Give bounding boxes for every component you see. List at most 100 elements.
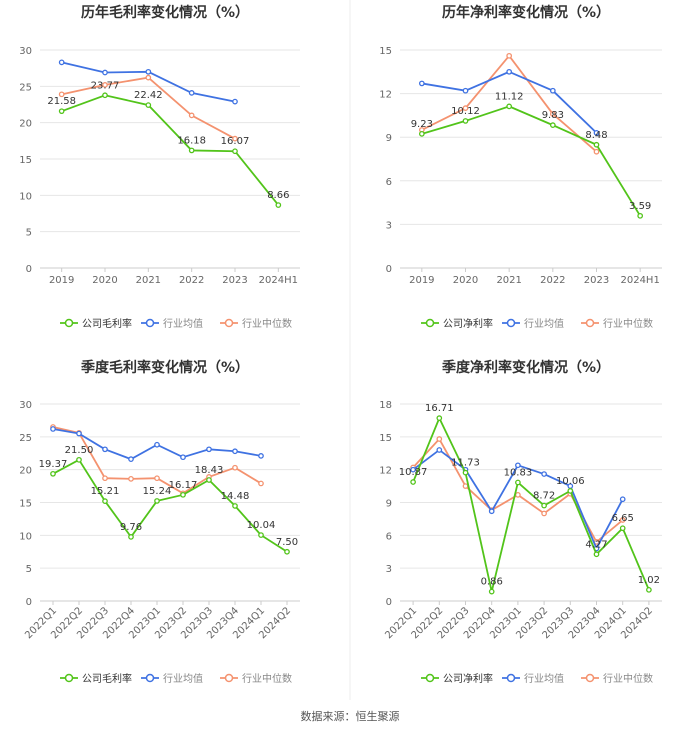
y-tick-label: 6: [386, 177, 392, 188]
data-point: [188, 112, 195, 119]
series-line-company: [61, 94, 280, 206]
y-tick-label: 25: [19, 82, 32, 93]
y-tick-label: 6: [386, 531, 392, 542]
legend-swatch-marker: [145, 318, 155, 328]
data-label: 6.65: [612, 513, 634, 524]
data-label: 0.86: [481, 577, 503, 588]
y-tick-label: 12: [379, 90, 392, 101]
y-tick-label: 18: [379, 400, 392, 411]
data-point: [102, 475, 108, 482]
data-point: [593, 129, 600, 136]
data-point: [232, 135, 238, 142]
data-point: [549, 122, 556, 128]
data-point: [58, 108, 65, 115]
y-tick-label: 5: [26, 228, 32, 239]
data-point: [232, 464, 238, 471]
x-tick-label: 2024H1: [620, 275, 659, 286]
data-point: [515, 491, 521, 498]
data-point: [188, 147, 195, 154]
legend-swatch-marker: [585, 673, 595, 683]
x-tick-label: 2019: [49, 275, 74, 286]
data-point: [102, 92, 108, 99]
data-label: 9.83: [542, 110, 564, 121]
legend-label: 行业中位数: [603, 317, 653, 330]
data-point: [462, 87, 469, 94]
x-tick-label: 2023: [222, 275, 247, 286]
data-point: [58, 59, 65, 66]
y-tick-label: 3: [386, 564, 392, 575]
data-point: [284, 548, 290, 555]
data-label: 15.24: [143, 486, 172, 497]
x-tick-label: 2022: [540, 275, 565, 286]
data-point: [154, 498, 160, 504]
data-point: [541, 471, 547, 477]
legend-label: 行业中位数: [242, 317, 292, 330]
data-label: 18.43: [195, 465, 224, 476]
data-label: 11.73: [451, 458, 480, 469]
data-point: [102, 69, 108, 76]
data-point: [180, 491, 186, 498]
legend-swatch-marker: [506, 673, 516, 683]
data-point: [593, 141, 600, 148]
y-tick-label: 25: [19, 433, 32, 444]
data-point: [436, 436, 443, 442]
data-label: 16.07: [221, 136, 250, 147]
data-point: [76, 456, 82, 463]
data-point: [188, 90, 195, 96]
legend-swatch-marker: [585, 318, 595, 328]
data-label: 22.42: [134, 90, 163, 101]
y-tick-label: 3: [386, 220, 392, 231]
y-tick-label: 15: [19, 155, 32, 166]
data-point: [76, 430, 82, 437]
data-point: [515, 479, 521, 486]
y-tick-label: 9: [386, 133, 392, 144]
data-point: [145, 102, 152, 108]
x-tick-label: 2020: [453, 275, 478, 286]
data-label: 16.71: [425, 403, 454, 414]
data-point: [488, 588, 495, 595]
x-tick-label: 2021: [496, 275, 521, 286]
legend-swatch-marker: [224, 673, 234, 683]
data-point: [506, 103, 513, 110]
data-point: [593, 551, 600, 558]
data-label: 3.59: [629, 201, 651, 212]
y-tick-label: 20: [19, 466, 32, 477]
data-point: [180, 454, 186, 461]
data-point: [541, 502, 547, 509]
data-point: [128, 534, 134, 540]
data-point: [50, 426, 56, 432]
legend-label: 公司净利率: [443, 672, 493, 685]
series-line-company: [52, 458, 288, 553]
data-point: [410, 479, 416, 485]
data-label: 1.02: [638, 575, 660, 586]
data-label: 10.12: [451, 106, 480, 117]
data-point: [206, 477, 212, 483]
data-point: [515, 462, 521, 469]
data-label: 21.50: [65, 445, 94, 456]
data-point: [506, 68, 513, 75]
data-label: 9.23: [411, 119, 433, 130]
data-label: 14.48: [221, 491, 250, 502]
data-source-note: 数据来源：恒生聚源: [300, 710, 400, 723]
data-point: [232, 448, 238, 455]
series-line-company: [412, 415, 650, 592]
data-point: [619, 525, 626, 532]
data-point: [506, 52, 513, 59]
data-point: [410, 466, 416, 473]
data-point: [128, 456, 134, 463]
y-tick-label: 30: [19, 400, 32, 411]
y-tick-label: 0: [26, 597, 32, 608]
data-point: [102, 82, 108, 88]
data-label: 4.27: [585, 539, 607, 550]
data-label: 10.83: [504, 467, 533, 478]
data-point: [549, 87, 556, 94]
data-label: 10.06: [556, 476, 585, 487]
x-tick-label: 2022: [179, 275, 204, 286]
data-point: [488, 508, 495, 515]
data-point: [637, 212, 644, 219]
legend-swatch-marker: [64, 318, 74, 328]
chart-title: 历年净利率变化情况（%）: [442, 4, 610, 21]
data-point: [232, 98, 238, 105]
data-point: [549, 111, 556, 117]
